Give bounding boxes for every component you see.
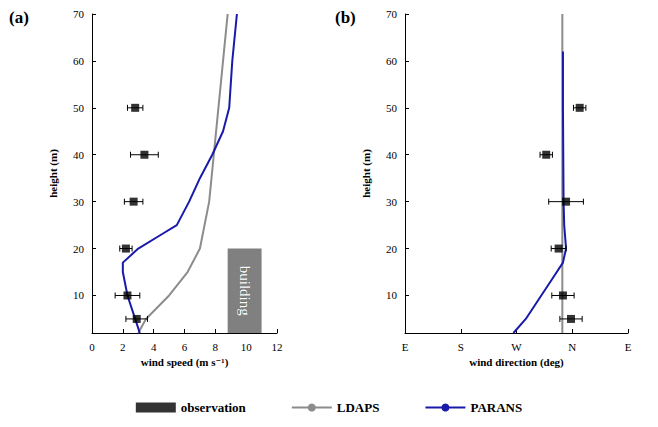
svg-text:40: 40 [386,149,398,161]
svg-text:W: W [511,341,522,353]
svg-text:building: building [237,266,253,317]
svg-text:60: 60 [386,55,398,67]
svg-text:wind speed (m s⁻¹): wind speed (m s⁻¹) [141,356,229,369]
svg-text:20: 20 [386,243,398,255]
svg-text:observation: observation [181,400,247,415]
svg-text:wind direction (deg): wind direction (deg) [469,356,564,369]
svg-text:LDAPS: LDAPS [337,400,380,415]
svg-text:0: 0 [89,341,95,353]
svg-text:height (m): height (m) [360,149,373,198]
svg-text:50: 50 [73,102,85,114]
svg-text:10: 10 [73,289,85,301]
svg-text:E: E [625,341,632,353]
svg-text:60: 60 [73,55,85,67]
svg-text:E: E [402,341,409,353]
svg-text:20: 20 [73,243,85,255]
svg-text:8: 8 [213,341,219,353]
svg-text:(b): (b) [335,8,356,27]
svg-text:10: 10 [386,289,398,301]
svg-text:2: 2 [120,341,126,353]
svg-text:6: 6 [182,341,188,353]
svg-text:10: 10 [241,341,253,353]
svg-text:12: 12 [272,341,283,353]
svg-text:(a): (a) [9,8,29,27]
svg-text:N: N [568,341,576,353]
svg-text:30: 30 [386,196,398,208]
svg-text:PARANS: PARANS [470,400,522,415]
svg-text:S: S [458,341,464,353]
svg-text:70: 70 [73,8,85,20]
svg-text:70: 70 [386,8,398,20]
svg-text:30: 30 [73,196,85,208]
svg-text:40: 40 [73,149,85,161]
svg-text:50: 50 [386,102,398,114]
svg-text:4: 4 [151,341,157,353]
svg-text:height (m): height (m) [47,149,60,198]
